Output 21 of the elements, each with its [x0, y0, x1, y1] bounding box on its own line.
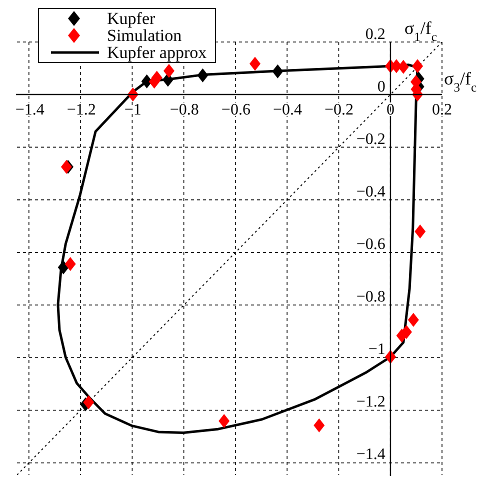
y-axis-title: σ$_{1}$/f$_{c}$	[404, 18, 438, 44]
x-tick-label: −1	[124, 102, 142, 119]
x-tick-label: −0.6	[221, 102, 250, 119]
y-tick-label: 0	[377, 78, 386, 96]
y-tick-label: 0.2	[365, 26, 386, 43]
y-tick-label: −0.6	[356, 236, 386, 253]
x-axis-title: σ$_{3}$/f$_{c}$	[444, 68, 477, 95]
y-tick-label: −1.2	[356, 393, 386, 410]
x-tick-label: −1.2	[66, 102, 96, 119]
x-tick-label: 0.2	[432, 102, 452, 119]
y-tick-label: −0.8	[356, 288, 386, 306]
x-tick-label: −0.8	[170, 102, 199, 119]
y-tick-label: −0.2	[356, 130, 386, 148]
x-tick-label: −1.4	[15, 102, 44, 119]
y-tick-label: −1	[368, 340, 386, 358]
legend-label: Kupfer	[107, 9, 156, 28]
y-tick-label: −1.4	[356, 446, 386, 463]
y-tick-label: −0.4	[356, 183, 386, 200]
legend-label: Kupfer approx	[107, 43, 207, 62]
x-tick-label: −0.4	[272, 102, 302, 119]
x-tick-label: −0.2	[324, 102, 354, 119]
